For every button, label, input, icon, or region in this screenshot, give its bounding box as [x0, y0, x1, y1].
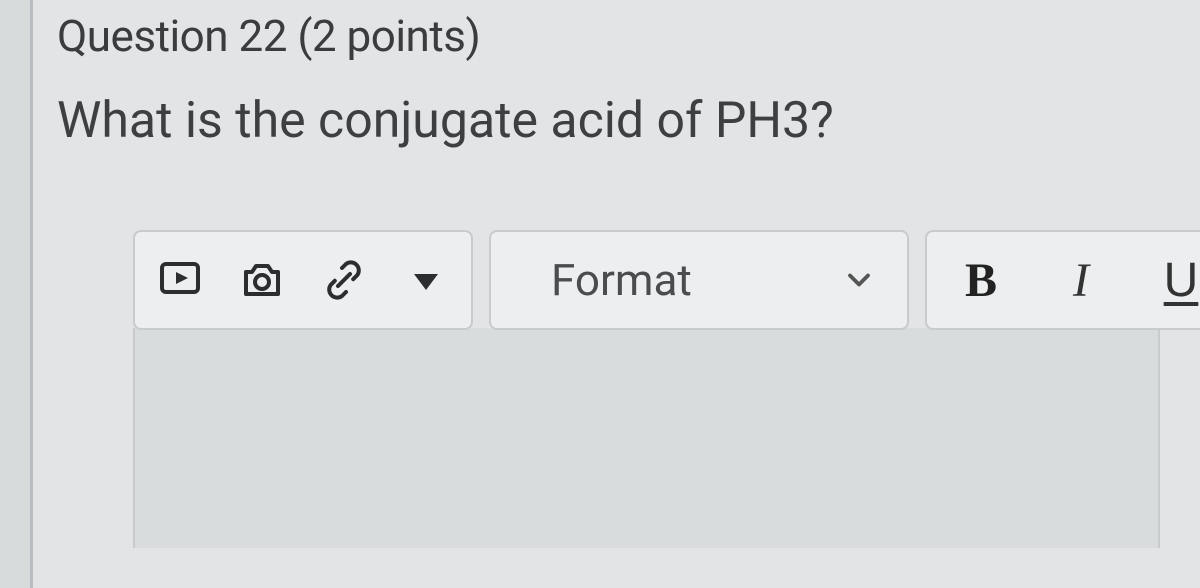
question-number-header: Question 22 (2 points) — [53, 10, 1160, 62]
format-dropdown[interactable]: Format — [489, 230, 909, 330]
underline-icon: U — [1164, 253, 1199, 308]
toolbar-media-group — [133, 230, 473, 330]
bold-button[interactable]: B — [945, 253, 1017, 307]
caret-down-icon — [402, 256, 450, 304]
question-panel: Question 22 (2 points) What is the conju… — [30, 0, 1200, 588]
bold-icon: B — [965, 253, 997, 308]
play-icon — [156, 256, 204, 304]
link-button[interactable] — [317, 253, 371, 307]
link-icon — [320, 256, 368, 304]
question-prompt: What is the conjugate acid of PH3? — [53, 92, 1160, 150]
format-dropdown-label: Format — [551, 254, 692, 306]
camera-button[interactable] — [235, 253, 289, 307]
answer-textarea[interactable] — [133, 328, 1160, 548]
rich-text-editor: Format B I U — [53, 230, 1160, 548]
camera-icon — [238, 256, 286, 304]
chevron-down-icon — [841, 262, 877, 298]
toolbar-textstyle-group: B I U — [925, 230, 1200, 330]
underline-button[interactable]: U — [1145, 253, 1200, 307]
italic-icon: I — [1073, 253, 1089, 308]
editor-toolbar: Format B I U — [133, 230, 1160, 330]
play-media-button[interactable] — [153, 253, 207, 307]
more-tools-dropdown[interactable] — [399, 253, 453, 307]
italic-button[interactable]: I — [1045, 253, 1117, 307]
